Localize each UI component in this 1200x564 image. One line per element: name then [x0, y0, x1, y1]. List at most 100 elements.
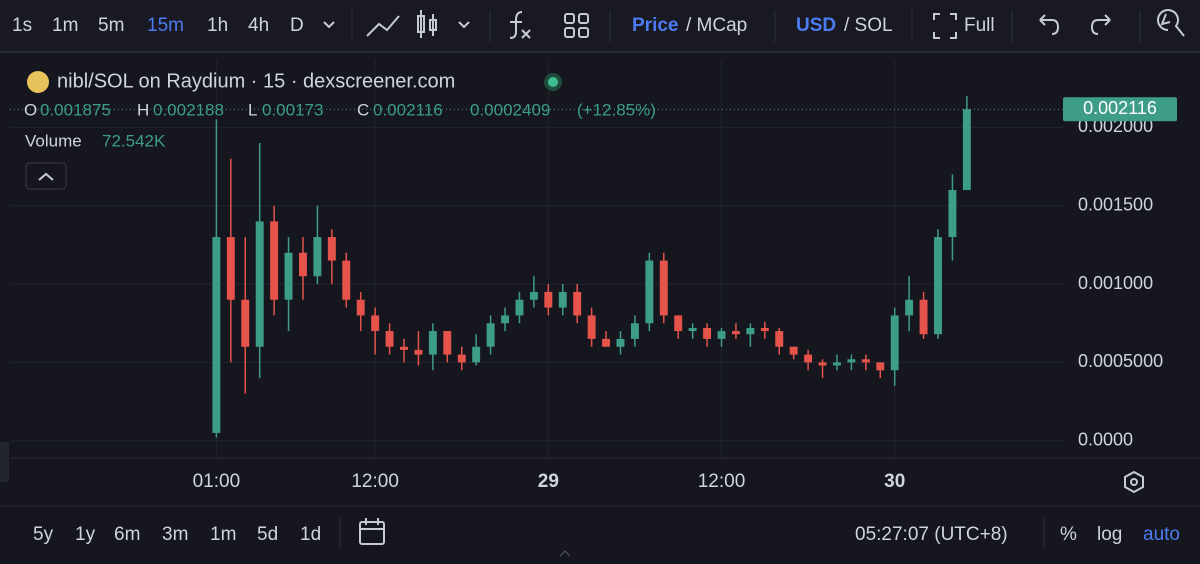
interval-button[interactable]: 1h: [207, 15, 228, 36]
redo-icon: [1090, 14, 1111, 35]
currency[interactable]: USD: [796, 15, 836, 36]
full-button[interactable]: Full: [964, 15, 995, 36]
price-mode[interactable]: Price: [632, 15, 678, 36]
candle-body: [616, 338, 625, 347]
plot: 0.00000.00050000.0010000.0015000.0020000…: [10, 60, 1200, 492]
change-percent: (+12.85%): [577, 100, 656, 119]
fullscreen-icon[interactable]: [933, 13, 957, 39]
y-tick-label: 0.001500: [1078, 194, 1153, 214]
ohlc-value: 0.001875: [40, 100, 111, 119]
auto-toggle[interactable]: auto: [1143, 524, 1180, 545]
ohlc-label: L: [248, 100, 257, 119]
settings-icon-center: [1130, 478, 1138, 486]
candle-body: [876, 362, 885, 371]
last-price-label: 0.002116: [1083, 98, 1157, 118]
percent-toggle[interactable]: %: [1060, 524, 1077, 545]
candle-body: [313, 237, 322, 277]
interval-button[interactable]: 15m: [147, 15, 184, 36]
indicators-icon[interactable]: [509, 11, 531, 39]
currency-alt[interactable]: / SOL: [844, 15, 893, 36]
settings-icon[interactable]: [1124, 470, 1144, 494]
interval-button[interactable]: 1s: [12, 15, 32, 36]
mcap-mode[interactable]: / MCap: [686, 15, 747, 36]
toolbar-items: Price / MCap USD / SOL Full 1s 1m 5m 15m 1h 4…: [12, 15, 995, 36]
interval-button[interactable]: 4h: [248, 15, 269, 36]
undo-icon[interactable]: [1039, 14, 1060, 35]
candle-body: [717, 331, 726, 339]
collapse-button[interactable]: [25, 162, 67, 190]
status-dot: [548, 77, 558, 87]
candle-body: [400, 346, 408, 350]
interval-button[interactable]: 5m: [98, 15, 124, 36]
collapse-icon[interactable]: [38, 172, 54, 181]
range-button[interactable]: 1y: [75, 524, 96, 545]
candle-body: [226, 237, 235, 300]
candle-body: [919, 299, 928, 335]
candle-body: [486, 323, 495, 347]
candle-body: [731, 331, 740, 335]
candle-body: [760, 327, 769, 332]
interval-button[interactable]: D: [290, 15, 304, 36]
candle-body: [688, 327, 697, 332]
candle-body: [342, 260, 351, 300]
range-button[interactable]: 5d: [257, 524, 278, 545]
y-tick-label: 0.0000: [1078, 430, 1133, 450]
date-range-icon[interactable]: [359, 518, 385, 545]
range-button[interactable]: 3m: [162, 524, 188, 545]
candle-body: [602, 338, 611, 347]
candle-body: [934, 237, 942, 335]
y-tick-label: 0.001000: [1078, 273, 1153, 293]
candle-body: [573, 291, 582, 316]
x-tick-label: 01:00: [193, 471, 241, 492]
candle-body: [962, 109, 971, 191]
candle-body: [255, 221, 264, 347]
candle-body: [775, 331, 784, 347]
interval-button[interactable]: 1m: [52, 15, 78, 36]
log-toggle[interactable]: log: [1097, 524, 1122, 545]
range-button[interactable]: 6m: [114, 524, 140, 545]
ohlc-value: 0.00173: [262, 100, 323, 119]
side-handle[interactable]: [0, 442, 9, 482]
chart-title: nibl/SOL on Raydium · 15 · dexscreener.c…: [57, 70, 455, 92]
x-tick-label: 12:00: [698, 471, 746, 492]
volume-value: 72.542K: [102, 131, 166, 150]
candle-body: [544, 291, 553, 308]
candle-body: [284, 252, 293, 300]
dropdown-icon[interactable]: [323, 21, 335, 29]
candle-body: [299, 252, 307, 277]
layout-icon[interactable]: [564, 13, 589, 38]
candle-body: [645, 260, 654, 324]
candle-body: [371, 315, 380, 332]
candle-body: [890, 315, 899, 371]
ohlc-value: 0.002188: [153, 100, 224, 119]
line-style-icon[interactable]: [366, 15, 400, 37]
ohlc-value: 0.002116: [373, 100, 443, 119]
last-price-tag: [1063, 97, 1177, 122]
range-button[interactable]: 5y: [33, 524, 54, 545]
candle-body: [905, 299, 914, 316]
y-tick-label: 0.0005000: [1078, 351, 1163, 371]
candle-body: [789, 346, 798, 355]
candle-body: [515, 299, 524, 316]
snapshot-icon[interactable]: [1157, 9, 1185, 37]
candle-body: [847, 359, 856, 363]
candle-body: [414, 349, 423, 355]
candle-body: [270, 221, 279, 300]
candle-style-icon[interactable]: [417, 10, 437, 38]
ohlc-label: H: [137, 100, 149, 119]
change-value: 0.0002409: [470, 100, 550, 119]
range-button[interactable]: 1m: [210, 524, 236, 545]
candle-body: [501, 315, 509, 324]
candle-body: [241, 299, 250, 347]
range-button[interactable]: 1d: [300, 524, 321, 545]
toolbar-separators: [351, 10, 1141, 42]
x-tick-label: 30: [884, 471, 905, 492]
token-icon: [27, 71, 49, 93]
candle-body: [356, 299, 365, 316]
dropdown-icon[interactable]: [458, 21, 470, 29]
x-tick-label: 12:00: [351, 471, 399, 492]
ohlc-label: C: [357, 100, 369, 119]
expand-handle[interactable]: [559, 550, 571, 557]
candle-body: [818, 362, 827, 366]
